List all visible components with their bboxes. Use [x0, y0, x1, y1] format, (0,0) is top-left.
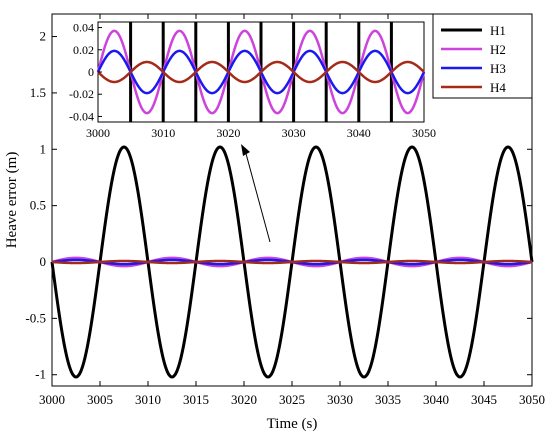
x-tick-label: 3040 — [423, 392, 449, 407]
inset-x-tick-label: 3000 — [86, 126, 110, 140]
inset-x-tick-label: 3020 — [216, 126, 240, 140]
legend-label-h4: H4 — [490, 80, 506, 95]
inset-line-h4 — [97, 60, 425, 84]
main-axis-ticks: 3000 3005 3010 3015 3020 3025 3030 3035 3040 3045… — [25, 14, 545, 407]
zoom-arrow — [241, 144, 271, 243]
y-tick-label: 1 — [40, 141, 47, 156]
x-tick-label: 3000 — [39, 392, 65, 407]
inset-y-tick-label: 0 — [88, 65, 94, 79]
inset-x-tick-label: 3010 — [151, 126, 175, 140]
inset-y-tick-label: 0.02 — [73, 43, 94, 57]
inset-x-tick-label: 3030 — [282, 126, 306, 140]
inset-y-tick-label: -0.02 — [69, 87, 94, 101]
y-tick-label: 1.5 — [30, 85, 46, 100]
inset-x-tick-label: 3050 — [412, 126, 436, 140]
y-tick-label: -0.5 — [25, 310, 46, 325]
x-tick-label: 3005 — [87, 392, 113, 407]
y-tick-label: -1 — [35, 367, 46, 382]
y-tick-label: 0 — [40, 254, 47, 269]
y-tick-label: 0.5 — [30, 198, 46, 213]
legend: H1 H2 H3 H4 — [432, 13, 533, 99]
x-tick-label: 3025 — [279, 392, 305, 407]
inset-y-tick-label: -0.04 — [69, 109, 94, 123]
legend-label-h1: H1 — [490, 23, 506, 38]
legend-label-h2: H2 — [490, 42, 506, 57]
series-line-h4 — [51, 259, 533, 265]
x-tick-label: 3045 — [471, 392, 497, 407]
legend-box — [432, 13, 533, 99]
x-tick-label: 3015 — [183, 392, 209, 407]
legend-label-h3: H3 — [490, 61, 506, 76]
inset-axis-ticks: 3000 3010 3020 3030 3040 3050 0.04 0.02 0 -0.02 -0… — [69, 21, 436, 140]
x-tick-label: 3020 — [231, 392, 257, 407]
y-axis-label: Heave error (m) — [4, 152, 20, 249]
x-tick-label: 3035 — [375, 392, 401, 407]
x-tick-label: 3010 — [135, 392, 161, 407]
x-tick-label: 3050 — [519, 392, 545, 407]
inset-series-group — [96, 22, 426, 122]
y-tick-label: 2 — [40, 29, 47, 44]
inset-y-tick-label: 0.04 — [73, 21, 94, 35]
inset-x-tick-label: 3040 — [347, 126, 371, 140]
main-series-group — [50, 145, 534, 379]
x-tick-label: 3030 — [327, 392, 353, 407]
x-axis-label: Time (s) — [267, 416, 318, 432]
